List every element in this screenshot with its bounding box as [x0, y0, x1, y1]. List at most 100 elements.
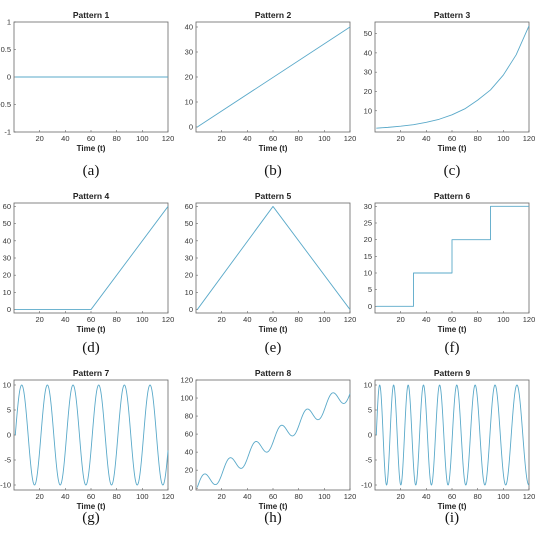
- chart-6-ytick-label: 25: [364, 219, 372, 228]
- chart-4-series-line: [15, 206, 169, 311]
- chart-6: Pattern 6 20 40 60 80 100 120 0 5 10 15 20 25 30 Time …: [364, 191, 536, 356]
- chart-7-ytick-label: -10: [0, 481, 11, 490]
- chart-1-xlabel: Time (t): [77, 144, 106, 153]
- chart-5-xlabel: Time (t): [259, 325, 288, 334]
- chart-6-ytick-label: 30: [364, 202, 372, 211]
- chart-1-xtick-label: 20: [35, 134, 43, 143]
- chart-2-series-line: [197, 26, 351, 128]
- chart-5-ytick-label: 30: [185, 254, 193, 263]
- chart-6-ytick-label: 20: [364, 235, 372, 244]
- chart-1-ytick-label: 1: [7, 18, 11, 27]
- chart-2-ytick-label: 20: [185, 73, 193, 82]
- chart-1: Pattern 1 20 40 60 80 100 120 -1 -0.5 0 0.5 1 Time (…: [0, 10, 174, 179]
- chart-3: Pattern 3 20 40 60 80 100 120 10 20 30 40 50 Time (t…: [364, 10, 536, 179]
- chart-6-ytick-label: 0: [368, 302, 372, 311]
- chart-6-panel-label: (f): [445, 340, 460, 356]
- chart-7-series-line: [14, 384, 169, 486]
- chart-4-xtick-label: 80: [112, 315, 120, 324]
- chart-2-xtick-label: 20: [217, 134, 225, 143]
- chart-7-xtick-label: 60: [87, 492, 95, 501]
- chart-2-xtick-label: 100: [318, 134, 331, 143]
- chart-1-xtick-label: 40: [61, 134, 69, 143]
- chart-5-xtick-label: 40: [243, 315, 251, 324]
- chart-8-ytick-label: 120: [180, 376, 193, 385]
- chart-3-xtick-label: 40: [422, 134, 430, 143]
- chart-9-ytick-label: 10: [364, 381, 372, 390]
- chart-2-title: Pattern 2: [255, 10, 292, 20]
- chart-9-series-line: [375, 384, 530, 486]
- chart-2-xtick-label: 80: [294, 134, 302, 143]
- chart-5-title: Pattern 5: [255, 191, 292, 201]
- chart-3-ytick-label: 30: [364, 68, 372, 77]
- chart-8-xtick-label: 120: [344, 492, 357, 501]
- chart-1-title: Pattern 1: [73, 10, 110, 20]
- chart-2-xtick-label: 120: [344, 134, 357, 143]
- chart-7-xtick-label: 20: [35, 492, 43, 501]
- chart-6-xtick-label: 80: [473, 315, 481, 324]
- chart-4-axes-frame: [13, 202, 169, 314]
- chart-3-xtick-label: 120: [523, 134, 536, 143]
- chart-9-ytick-label: -5: [365, 456, 372, 465]
- chart-8-ytick-label: 60: [185, 430, 193, 439]
- chart-2-panel-label: (b): [264, 163, 282, 179]
- chart-7-ytick-label: -5: [4, 456, 11, 465]
- chart-8-panel-label: (h): [264, 510, 282, 526]
- chart-1-xtick-label: 60: [87, 134, 95, 143]
- chart-9-xtick-label: 60: [448, 492, 456, 501]
- chart-8-xtick-label: 100: [318, 492, 331, 501]
- chart-9-xtick-label: 100: [497, 492, 510, 501]
- chart-1-ytick-label: -0.5: [0, 100, 11, 109]
- chart-9-xtick-label: 20: [396, 492, 404, 501]
- chart-5: Pattern 520 40 60 80 100 1200102030405060Time…: [185, 191, 357, 356]
- chart-3-xtick-label: 20: [396, 134, 404, 143]
- chart-9-xtick-label: 120: [523, 492, 536, 501]
- chart-6-xtick-label: 60: [448, 315, 456, 324]
- chart-4-xtick-label: 100: [136, 315, 149, 324]
- chart-8-series-line: [196, 392, 351, 488]
- chart-4-xtick-label: 20: [35, 315, 43, 324]
- chart-8-xlabel: Time (t): [259, 502, 288, 511]
- chart-9-ytick-label: 5: [368, 406, 372, 415]
- chart-4-xtick-label: 120: [162, 315, 175, 324]
- chart-6-ytick-label: 15: [364, 252, 372, 261]
- chart-3-ytick-label: 40: [364, 48, 372, 57]
- chart-1-xtick-label: 120: [162, 134, 175, 143]
- chart-7-xlabel: Time (t): [77, 502, 106, 511]
- chart-5-xtick-label: 120: [344, 315, 357, 324]
- chart-6-xtick-label: 100: [497, 315, 510, 324]
- chart-8-title: Pattern 8: [255, 368, 292, 378]
- chart-8-xtick-label: 80: [294, 492, 302, 501]
- chart-5-axes-frame: [195, 202, 351, 314]
- chart-1-xtick-label: 80: [112, 134, 120, 143]
- chart-7-panel-label: (g): [82, 510, 100, 526]
- chart-3-xtick-label: 100: [497, 134, 510, 143]
- chart-4-panel-label: (d): [82, 340, 100, 356]
- chart-8-xtick-label: 60: [269, 492, 277, 501]
- chart-1-ytick-label: -1: [4, 128, 11, 137]
- chart-4-ytick-label: 20: [3, 271, 11, 280]
- chart-9-xlabel: Time (t): [438, 502, 467, 511]
- chart-9: Pattern 9 20 40 60 80 100 120 -10 -5 0 5 10 Time (t)…: [361, 368, 535, 526]
- chart-5-ytick-label: 20: [185, 271, 193, 280]
- chart-8-ytick-label: 100: [180, 394, 193, 403]
- chart-6-series-line: [376, 205, 529, 307]
- chart-5-ytick-label: 60: [185, 202, 193, 211]
- chart-3-xlabel: Time (t): [438, 144, 467, 153]
- chart-8-ytick-label: 40: [185, 448, 193, 457]
- chart-8: Pattern 8 20 40 60 80 100 120 0 20 40 60 80 100 120 Ti…: [180, 368, 356, 526]
- chart-8-ytick-label: 20: [185, 466, 193, 475]
- chart-5-panel-label: (e): [265, 340, 282, 356]
- chart-9-panel-label: (i): [445, 510, 459, 526]
- chart-2-ytick-label: 40: [185, 23, 193, 32]
- chart-6-xtick-label: 40: [422, 315, 430, 324]
- chart-7-xtick-label: 120: [162, 492, 175, 501]
- chart-9-ytick-label: 0: [368, 431, 372, 440]
- chart-6-title: Pattern 6: [434, 191, 471, 201]
- chart-5-xtick-label: 20: [217, 315, 225, 324]
- chart-7-title: Pattern 7: [73, 368, 110, 378]
- chart-7: Pattern 7 20 40 60 80 100 120 -10 -5 0 5 10 Time (t)…: [0, 368, 174, 526]
- chart-2-xlabel: Time (t): [259, 144, 288, 153]
- chart-7-ytick-label: 0: [7, 431, 11, 440]
- chart-7-xtick-label: 80: [112, 492, 120, 501]
- chart-2: Pattern 2 20 40 60 80 100 120 0 10 20 30 40 Time (t)…: [185, 10, 357, 179]
